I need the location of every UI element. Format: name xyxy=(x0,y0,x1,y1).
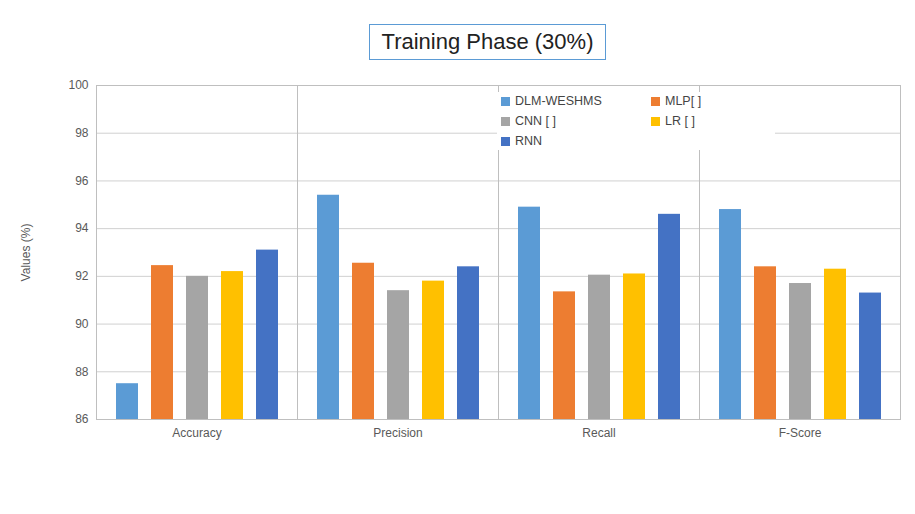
svg-text:Precision: Precision xyxy=(373,426,422,440)
svg-text:F-Score: F-Score xyxy=(779,426,822,440)
svg-text:Accuracy: Accuracy xyxy=(172,426,221,440)
html-text:LR [ ]: LR [ ] xyxy=(665,114,695,128)
svg-text:100: 100 xyxy=(68,78,88,92)
svg-text:Values (%): Values (%) xyxy=(19,224,33,282)
svg-text:90: 90 xyxy=(75,317,89,331)
html-text:Training Phase (30%): Training Phase (30%) xyxy=(381,28,594,54)
svg-text:96: 96 xyxy=(75,174,89,188)
html-text:CNN [ ]: CNN [ ] xyxy=(515,114,556,128)
svg-text:94: 94 xyxy=(75,221,89,235)
svg-text:88: 88 xyxy=(75,365,89,379)
html-text:DLM-WESHMS: DLM-WESHMS xyxy=(515,94,602,108)
svg-text:86: 86 xyxy=(75,412,89,426)
svg-text:92: 92 xyxy=(75,269,89,283)
html-text:MLP[ ]: MLP[ ] xyxy=(665,94,702,108)
svg-text:Recall: Recall xyxy=(582,426,615,440)
html-text:RNN: RNN xyxy=(515,134,543,148)
svg-text:98: 98 xyxy=(75,126,89,140)
